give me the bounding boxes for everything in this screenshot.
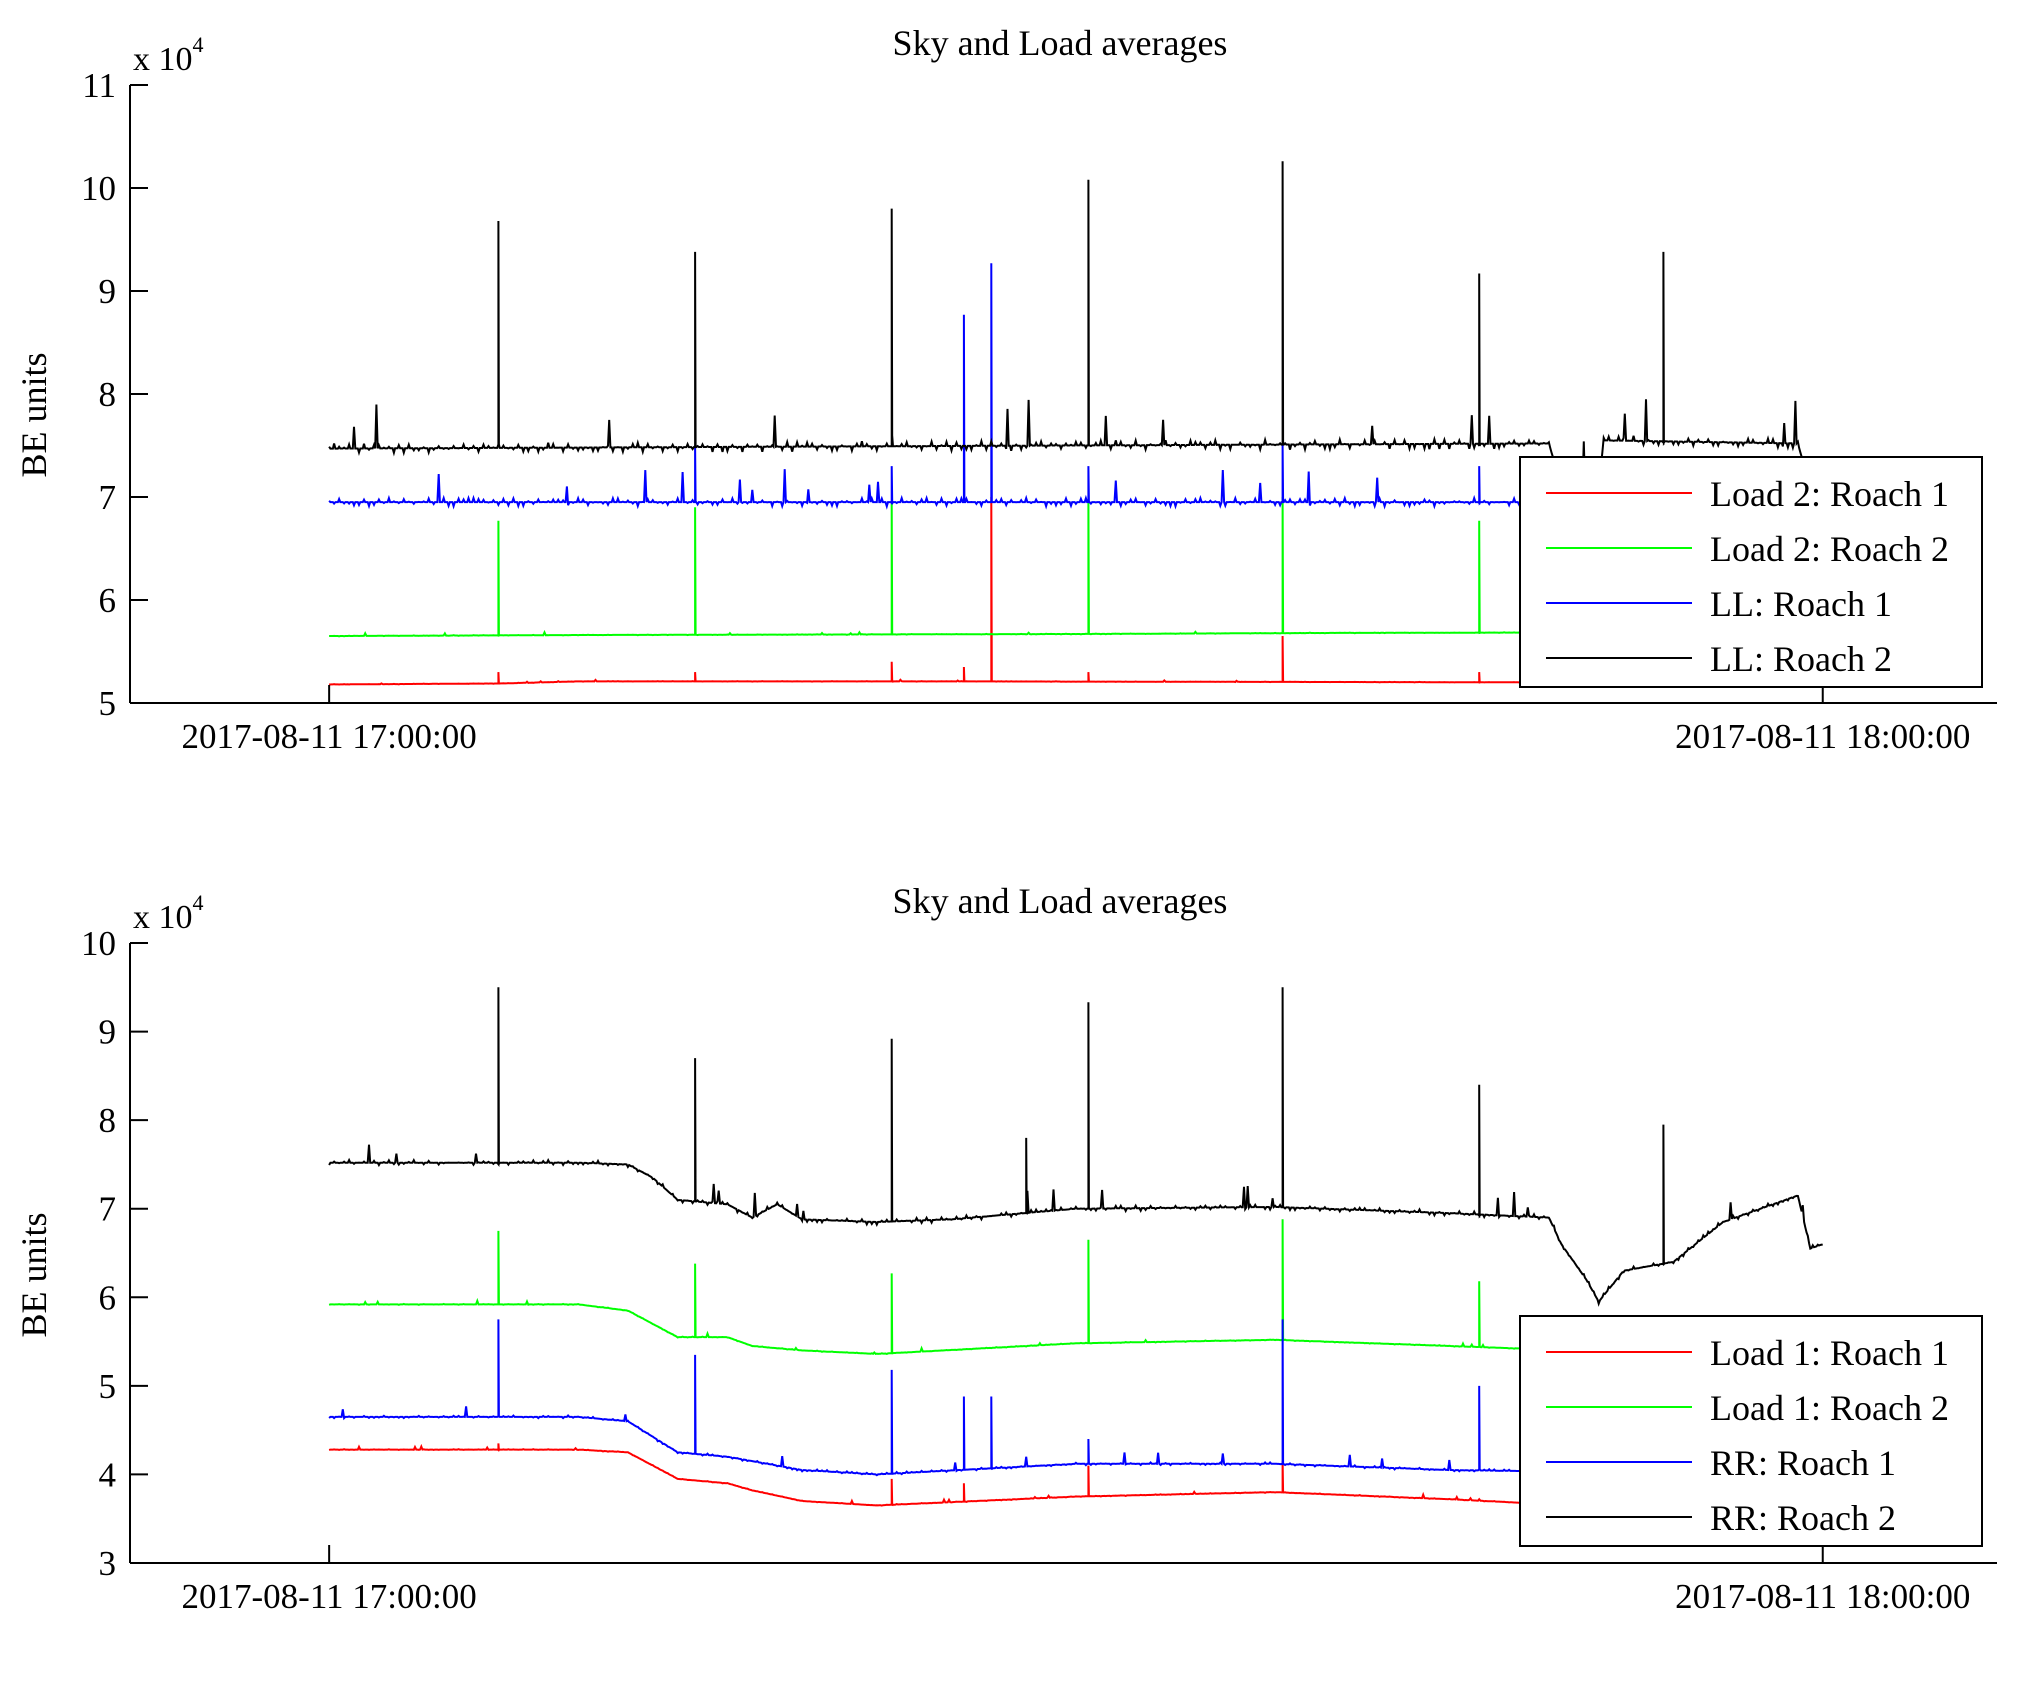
legend-box: [1519, 1315, 1983, 1547]
y-tick-label: 7: [99, 1190, 117, 1229]
y-tick-label: 9: [99, 1013, 117, 1052]
y-axis-label: BE units: [14, 1212, 54, 1337]
legend-label: RR: Roach 1: [1710, 1443, 1896, 1483]
legend-label: Load 2: Roach 1: [1710, 474, 1949, 514]
chart-title: Sky and Load averages: [893, 881, 1228, 921]
y-multiplier-base: x 10: [133, 41, 193, 78]
y-tick-label: 6: [99, 1278, 117, 1317]
series-line: [328, 987, 1823, 1307]
y-tick-label: 4: [99, 1455, 117, 1494]
y-tick-label: 10: [81, 169, 116, 208]
legend-label: Load 1: Roach 2: [1710, 1388, 1949, 1428]
y-tick-label: 7: [99, 478, 117, 517]
x-tick-label: 2017-08-11 18:00:00: [1675, 717, 1970, 756]
y-tick-label: 11: [82, 66, 116, 105]
y-tick-label: 3: [99, 1544, 117, 1583]
legend-label: LL: Roach 1: [1710, 584, 1892, 624]
series-line: [328, 1319, 1574, 1477]
x-tick-label: 2017-08-11 18:00:00: [1675, 1577, 1970, 1616]
ticks: 3 4 5 6 7 8 9 10 2017-08-11 17:00:00 2017-08-11 1…: [81, 924, 1970, 1616]
y-axis-label: BE units: [14, 352, 54, 477]
legend-label: LL: Roach 2: [1710, 639, 1892, 679]
y-multiplier: x 104: [133, 32, 204, 78]
legend: Load 1: Roach 1 Load 1: Roach 2 RR: Roach …: [1519, 1315, 1983, 1547]
y-tick-label: 9: [99, 272, 117, 311]
legend-label: Load 1: Roach 1: [1710, 1333, 1949, 1373]
series-line: [328, 1443, 1574, 1507]
legend-box: [1519, 456, 1983, 688]
series-line: [328, 161, 1804, 493]
y-tick-label: 10: [81, 924, 116, 963]
legend-label: RR: Roach 2: [1710, 1498, 1896, 1538]
chart-top: Sky and Load averages x 104 BE units 5 6 7…: [14, 23, 1997, 756]
series-line: [328, 1219, 1575, 1356]
y-tick-label: 8: [99, 1101, 117, 1140]
y-multiplier-base: x 10: [133, 899, 193, 936]
y-tick-label: 6: [99, 581, 117, 620]
y-tick-label: 8: [99, 375, 117, 414]
chart-bottom: Sky and Load averages x 104 BE units 345…: [14, 881, 1997, 1616]
y-multiplier-exponent: 4: [193, 32, 204, 57]
ticks: 5 6 7 8 9 10 11 2017-08-11 17:00:00 2017-08-11 1…: [81, 66, 1970, 756]
x-tick-label: 2017-08-11 17:00:00: [182, 1577, 477, 1616]
series-layer: [328, 987, 1823, 1507]
y-tick-label: 5: [99, 1367, 117, 1406]
chart-title: Sky and Load averages: [893, 23, 1228, 63]
y-multiplier: x 104: [133, 890, 204, 936]
y-tick-label: 5: [99, 684, 117, 723]
legend-label: Load 2: Roach 2: [1710, 529, 1949, 569]
x-tick-label: 2017-08-11 17:00:00: [182, 717, 477, 756]
axes: [129, 943, 1997, 1564]
legend: Load 2: Roach 1 Load 2: Roach 2 LL: Roach …: [1519, 456, 1983, 688]
y-multiplier-exponent: 4: [193, 890, 204, 915]
